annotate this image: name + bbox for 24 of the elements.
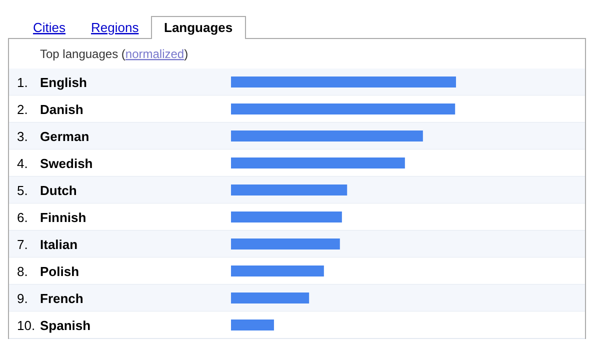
bar [231,212,342,222]
y-tick-label: 7. Italian [17,237,78,252]
bar [231,184,348,196]
chart-title: Languages [164,20,233,35]
bar [231,292,310,304]
y-tick-label: 1. English [17,75,88,90]
y-tick-label: 4. Swedish [17,156,93,171]
bar [231,320,274,330]
bar [231,158,405,168]
y-tick-label: 2. Danish [17,102,84,117]
y-tick-label: 8. Polish [17,264,80,279]
y-tick-label: 6. Finnish [17,210,86,225]
y-tick-label: 10. Spanish [17,318,91,333]
bar [231,76,456,88]
bar [231,104,456,114]
y-tick-label: 9. French [17,291,84,306]
bar [231,130,423,142]
y-tick-label: 5. Dutch [17,183,77,198]
text: Cities [33,20,66,35]
y-tick-label: 3. German [17,129,90,144]
text: Regions [91,20,140,35]
bar [231,266,324,276]
text: Top languages (normalized) [40,47,188,61]
bar [231,238,340,250]
